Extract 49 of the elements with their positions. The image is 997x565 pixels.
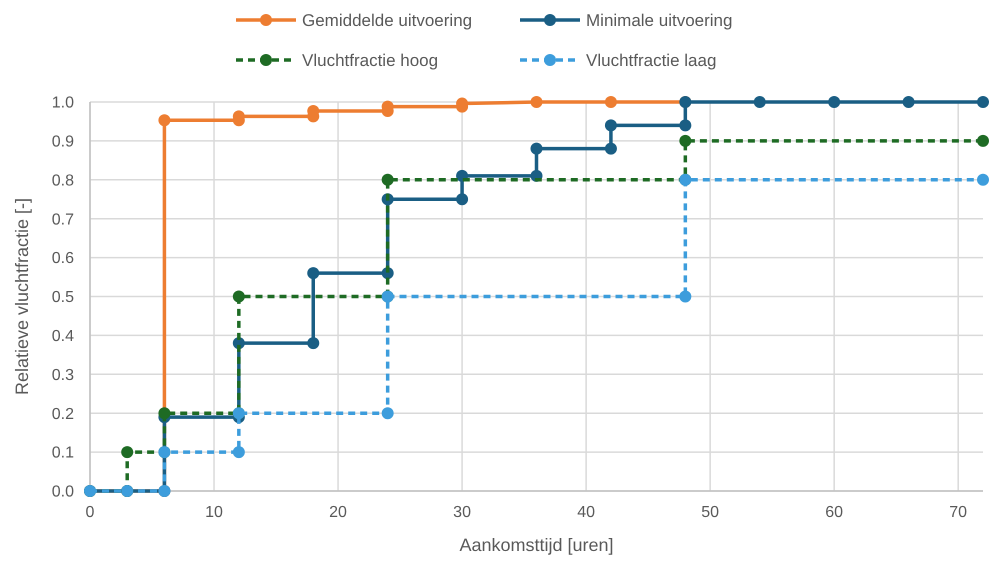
point: [456, 193, 468, 206]
point: [232, 446, 245, 458]
point: [977, 174, 989, 186]
point: [977, 96, 989, 108]
x-tick-label: 70: [949, 504, 968, 521]
x-axis-title: Aankomsttijd [uren]: [459, 535, 614, 555]
legend-label: Minimale uitvoering: [586, 10, 732, 30]
point: [604, 119, 617, 132]
y-tick-label: 0.5: [52, 289, 74, 306]
y-tick-label: 0.3: [52, 366, 74, 384]
x-tick-label: 0: [86, 504, 95, 521]
legend-label: Vluchtfractie hoog: [302, 50, 438, 70]
x-tick-label: 60: [825, 504, 844, 521]
point: [232, 290, 245, 302]
y-tick-label: 0.9: [52, 134, 74, 150]
point: [382, 174, 394, 186]
y-tick-label: 0.7: [52, 211, 74, 228]
point: [754, 96, 766, 108]
y-tick-label: 0.8: [52, 172, 74, 190]
y-tick-label: 0.0: [52, 484, 74, 501]
point: [307, 337, 320, 350]
y-tick-label: 0.4: [52, 328, 74, 345]
legend-label: Gemiddelde uitvoering: [302, 10, 472, 30]
point: [902, 96, 915, 108]
point: [158, 407, 170, 420]
point: [679, 134, 692, 147]
point: [828, 96, 840, 108]
y-axis-title: Relatieve vluchtfractie [-]: [12, 198, 32, 396]
y-tick-label: 0.1: [52, 444, 74, 462]
point: [121, 446, 134, 458]
point: [307, 267, 320, 280]
point: [604, 96, 617, 108]
point: [604, 142, 617, 155]
y-tick-label: 0.2: [52, 406, 74, 423]
point: [530, 96, 542, 108]
point: [977, 134, 989, 147]
legend-label: Vluchtfractie laag: [586, 50, 716, 70]
x-tick-label: 50: [701, 504, 720, 521]
y-tick-label: 0.6: [52, 250, 74, 268]
y-tick-label: 1.0: [52, 94, 74, 112]
x-tick-label: 40: [577, 504, 596, 521]
point: [679, 119, 692, 132]
x-tick-label: 20: [329, 504, 348, 521]
point: [382, 407, 394, 420]
x-tick-label: 30: [453, 504, 472, 521]
point: [679, 290, 692, 302]
point: [530, 142, 542, 155]
x-tick-label: 10: [205, 504, 224, 521]
point: [158, 114, 170, 126]
